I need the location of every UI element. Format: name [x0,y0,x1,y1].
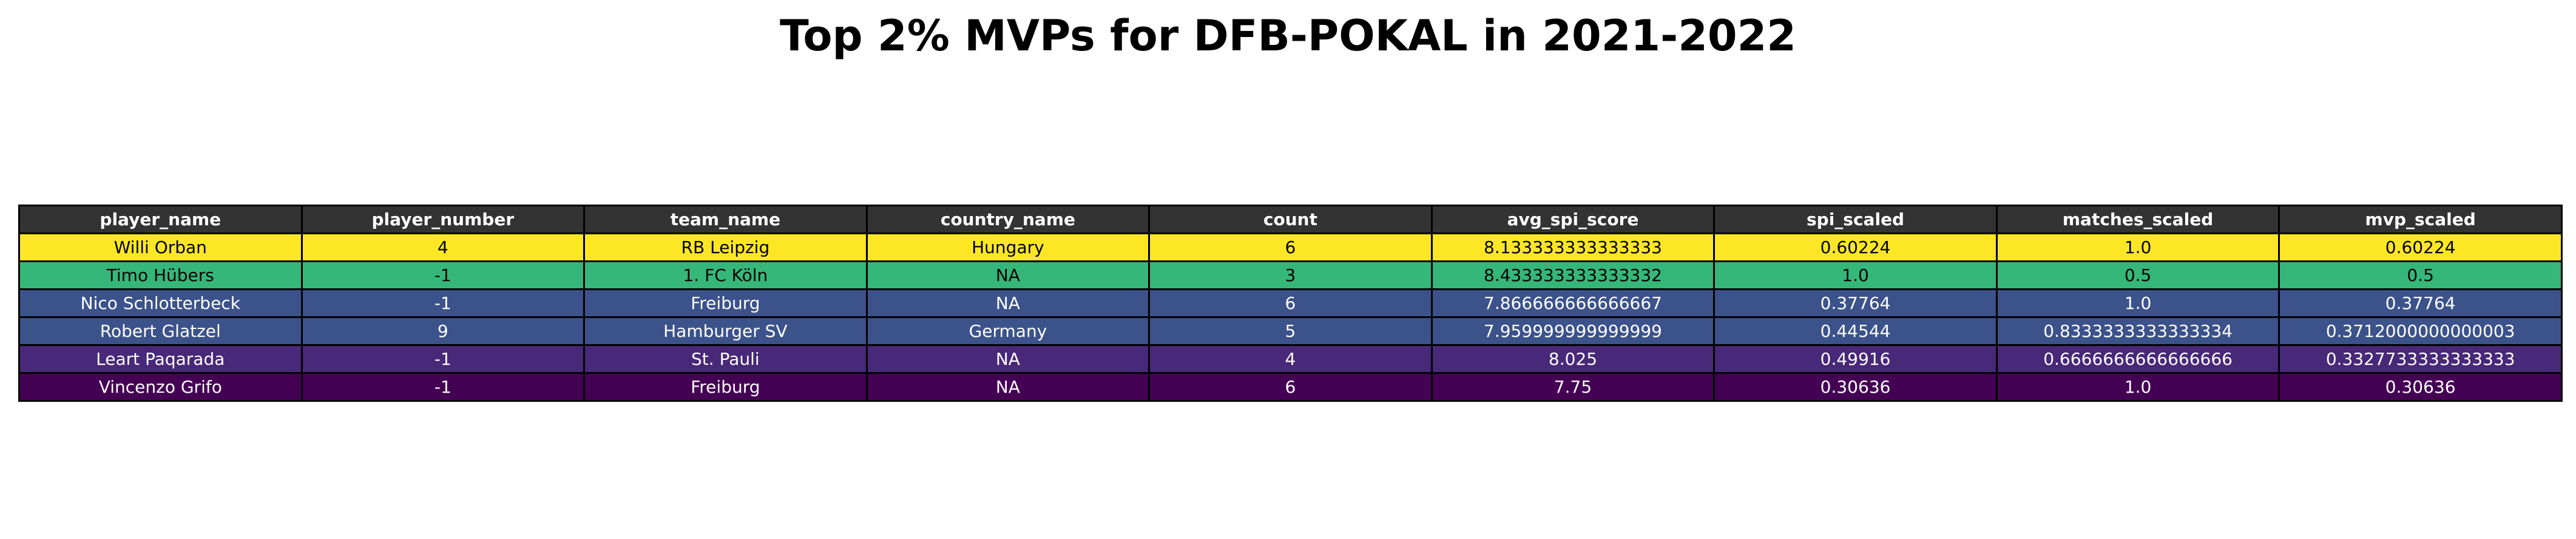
table-cell: 0.6666666666666666 [1995,344,2280,374]
table-cell: 7.866666666666667 [1430,288,1716,318]
table-cell: Freiburg [583,372,868,402]
table-cell: 0.3712000000000003 [2278,316,2563,346]
table-cell: 0.60224 [1713,232,1998,262]
table-cell: 3 [1148,260,1433,290]
column-header: player_number [300,205,586,234]
table-cell: 0.60224 [2278,232,2563,262]
table-cell: Hungary [865,232,1151,262]
table-cell: 8.025 [1430,344,1716,374]
table-cell: 4 [1148,344,1433,374]
table-cell: Robert Glatzel [18,316,303,346]
column-header: mvp_scaled [2278,205,2563,234]
table-cell: NA [865,372,1151,402]
table-cell: 1.0 [1995,372,2280,402]
table-cell: 6 [1148,372,1433,402]
column-header: matches_scaled [1995,205,2280,234]
table-cell: 0.37764 [2278,288,2563,318]
table-cell: 1.0 [1995,288,2280,318]
table-row: Willi Orban 4 RB Leipzig Hungary 6 8.13333333… [18,232,2563,262]
table-cell: 6 [1148,232,1433,262]
column-header: spi_scaled [1713,205,1998,234]
table-body: Willi Orban 4 RB Leipzig Hungary 6 8.13333333… [18,232,2563,402]
table-cell: 4 [300,232,586,262]
table-cell: -1 [300,344,586,374]
table-cell: Freiburg [583,288,868,318]
column-header: player_name [18,205,303,234]
table-row: Nico Schlotterbeck -1 Freiburg NA 6 7.8666666… [18,288,2563,318]
table-cell: NA [865,344,1151,374]
table-cell: NA [865,260,1151,290]
table-cell: NA [865,288,1151,318]
table-cell: 0.30636 [2278,372,2563,402]
column-header: country_name [865,205,1151,234]
table-cell: 0.30636 [1713,372,1998,402]
table-cell: Nico Schlotterbeck [18,288,303,318]
column-header: count [1148,205,1433,234]
table-cell: St. Pauli [583,344,868,374]
table-cell: Willi Orban [18,232,303,262]
table-row: Robert Glatzel 9 Hamburger SV Germany 5 7.959… [18,316,2563,346]
column-header: team_name [583,205,868,234]
table-cell: 7.959999999999999 [1430,316,1716,346]
table-row: Vincenzo Grifo -1 Freiburg NA 6 7.75 0.30636 1.… [18,372,2563,402]
header-row: player_name player_number team_name coun… [18,205,2563,234]
table-cell: Hamburger SV [583,316,868,346]
table-cell: 8.133333333333333 [1430,232,1716,262]
table-cell: 1. FC Köln [583,260,868,290]
table-cell: Timo Hübers [18,260,303,290]
table-cell: 1.0 [1713,260,1998,290]
mvp-table: player_name player_number team_name coun… [18,205,2563,402]
table-cell: Leart Paqarada [18,344,303,374]
table-row: Leart Paqarada -1 St. Pauli NA 4 8.025 0.49916… [18,344,2563,374]
table-cell: 0.44544 [1713,316,1998,346]
table-cell: -1 [300,260,586,290]
table-cell: 5 [1148,316,1433,346]
table-cell: 1.0 [1995,232,2280,262]
table-cell: -1 [300,372,586,402]
table-cell: 0.5 [2278,260,2563,290]
table-cell: 0.5 [1995,260,2280,290]
table-cell: 0.37764 [1713,288,1998,318]
table-cell: 0.8333333333333334 [1995,316,2280,346]
table-cell: Germany [865,316,1151,346]
table-row: Timo Hübers -1 1. FC Köln NA 3 8.433333333333… [18,260,2563,290]
table-cell: Vincenzo Grifo [18,372,303,402]
chart-title: Top 2% MVPs for DFB-POKAL in 2021-2022 [779,11,1797,61]
table-cell: 6 [1148,288,1433,318]
table-cell: RB Leipzig [583,232,868,262]
table-cell: 9 [300,316,586,346]
table-cell: 0.3327733333333333 [2278,344,2563,374]
table-cell: 8.433333333333332 [1430,260,1716,290]
column-header: avg_spi_score [1430,205,1716,234]
table-cell: 7.75 [1430,372,1716,402]
table-cell: -1 [300,288,586,318]
table-cell: 0.49916 [1713,344,1998,374]
